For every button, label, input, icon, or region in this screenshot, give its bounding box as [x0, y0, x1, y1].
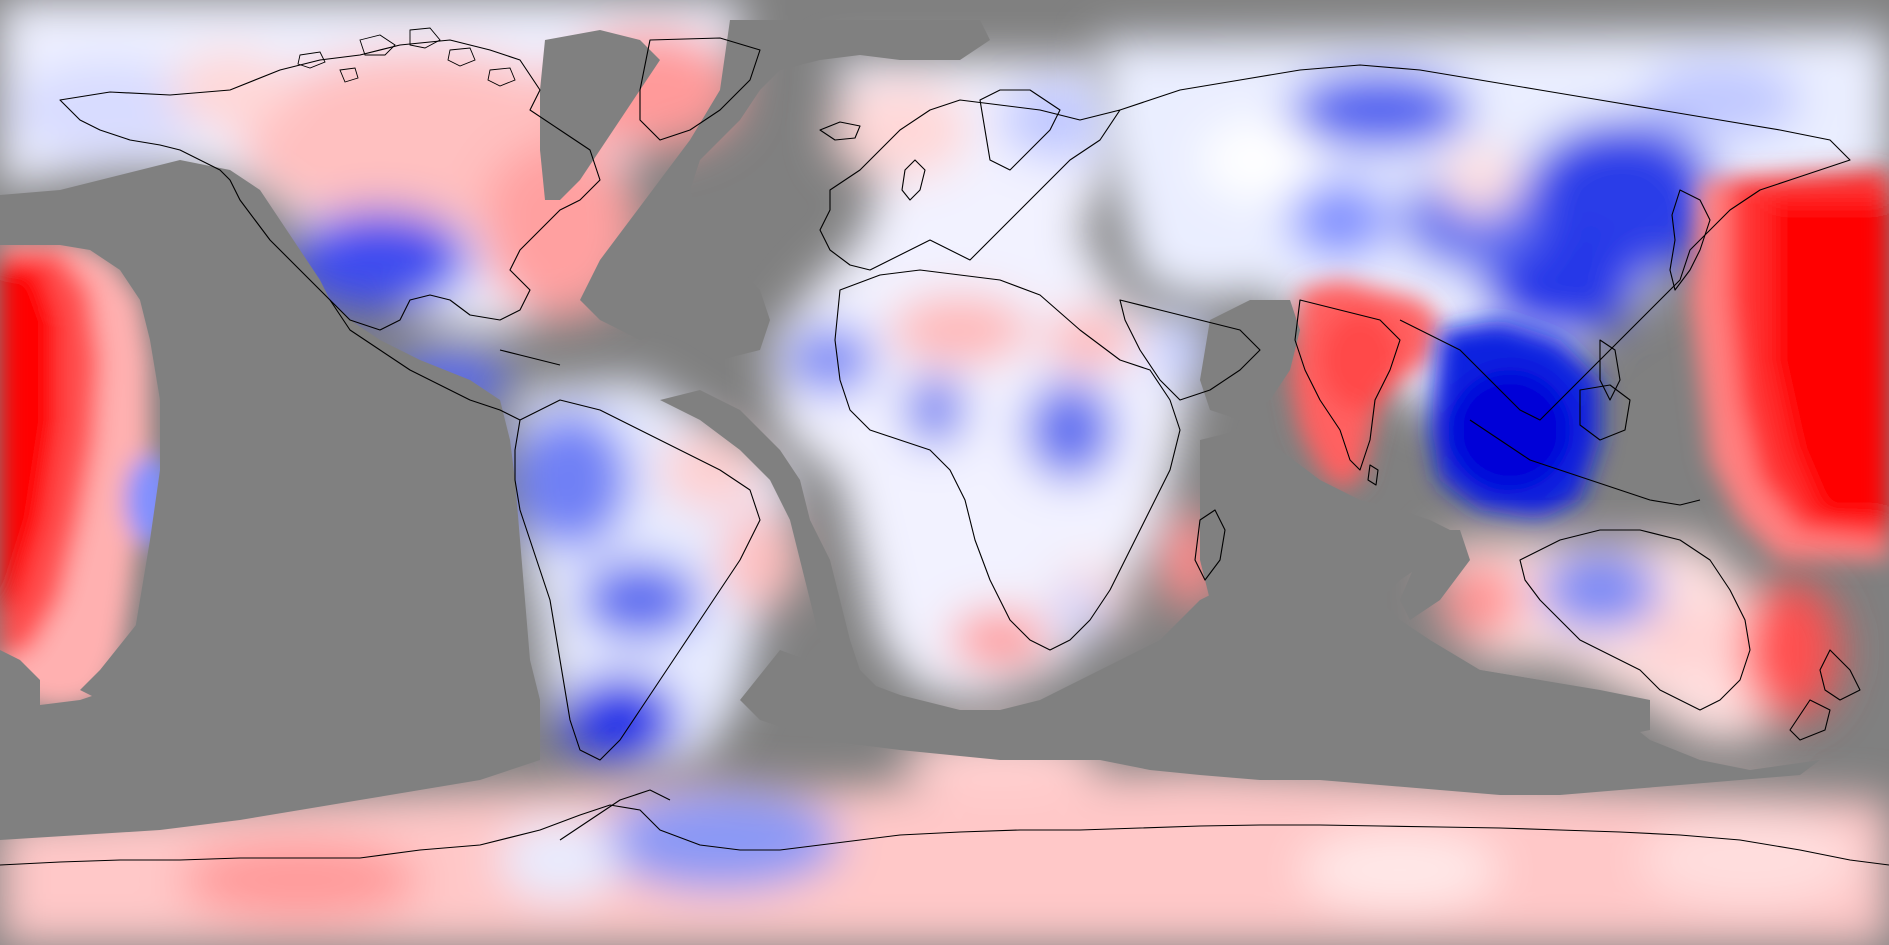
- coastline-scandinavia: [979, 89, 1061, 171]
- coastline-caribbean: [499, 349, 561, 366]
- coastline-north-america: [59, 39, 601, 331]
- coastline-antarctica: [0, 804, 1889, 866]
- coastline-new-zealand-south: [1789, 699, 1831, 741]
- coastline-south-america: [514, 399, 761, 761]
- coastline-central-america: [329, 299, 521, 421]
- arctic-archipelago: [297, 27, 516, 87]
- coastline-antarctic-peninsula: [559, 789, 671, 841]
- coastline-asia: [1119, 64, 1851, 421]
- coastlines: [0, 37, 1889, 866]
- coastline-madagascar: [1194, 509, 1226, 581]
- coastline-philippines: [1599, 339, 1621, 401]
- coastline-japan: [1669, 189, 1711, 291]
- coastline-borneo: [1579, 384, 1631, 441]
- coastline-australia: [1519, 529, 1751, 711]
- coastline-sri-lanka: [1367, 464, 1379, 486]
- coastline-india: [1294, 299, 1401, 471]
- coastline-indonesia: [1469, 419, 1701, 506]
- coastline-new-zealand: [1819, 649, 1861, 701]
- coastline-arabia: [1119, 299, 1261, 401]
- coastline-greenland: [639, 37, 761, 141]
- coastline-africa: [834, 269, 1181, 651]
- coastline-iceland: [819, 121, 861, 141]
- coastline-europe: [819, 99, 1121, 271]
- coastline-uk: [901, 159, 926, 201]
